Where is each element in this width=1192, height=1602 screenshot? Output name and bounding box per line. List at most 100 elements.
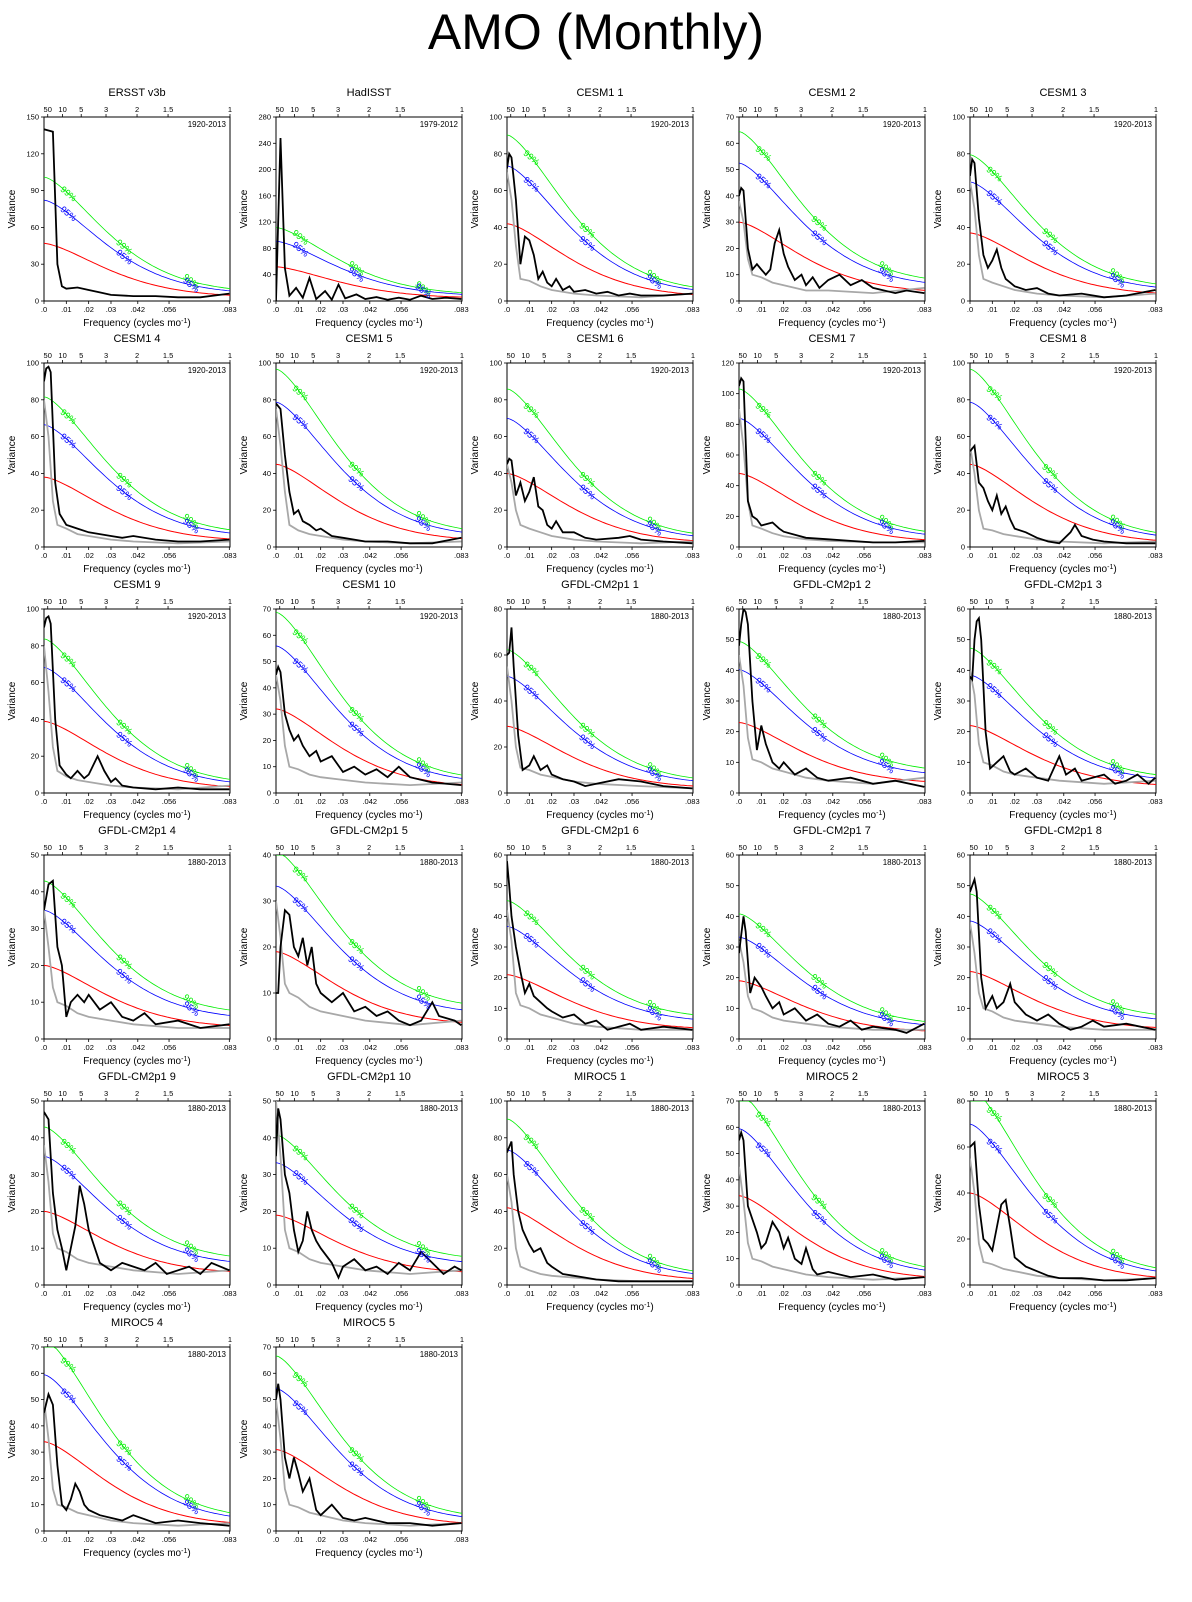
- x-axis-label: Frequency (cycles mo-1): [83, 1302, 190, 1314]
- spectrum-line: [507, 627, 693, 790]
- significance-99-curve: [507, 900, 693, 1015]
- y-tick-label: 80: [957, 1097, 965, 1106]
- y-tick-label: 20: [726, 973, 734, 982]
- x-tick-label: .0: [967, 1043, 973, 1052]
- panel-title: CESM1 1: [576, 87, 623, 99]
- panel-title: GFDL-CM2p1 10: [327, 1071, 411, 1083]
- x-axis-label-end: ): [187, 1302, 190, 1313]
- significance-95-curve: [276, 1162, 462, 1263]
- y-tick-label: 50: [263, 1097, 271, 1106]
- spectrum-panel: MIROC5 5 1880-2013 0 10 20 30 40 50 60 70 Variance…: [232, 1314, 470, 1566]
- red-noise-curve: [970, 725, 1156, 785]
- period-label: 1880-2013: [188, 1350, 227, 1359]
- series-group: 99%95%99%95%99%95%: [970, 876, 1156, 1031]
- label-99: 99%: [114, 1438, 134, 1457]
- period-tick-label: 2: [830, 1089, 834, 1098]
- label-99: 99%: [1040, 1191, 1060, 1210]
- period-tick-label: 50: [507, 843, 515, 852]
- x-tick-label: .03: [106, 1535, 116, 1544]
- period-tick-label: 1: [460, 843, 464, 852]
- x-tick-label: .056: [857, 1043, 872, 1052]
- y-tick-label: 40: [31, 715, 39, 724]
- y-tick-label: 40: [957, 1189, 965, 1198]
- label-99: 99%: [984, 164, 1004, 183]
- period-tick-label: 3: [336, 1089, 340, 1098]
- spectrum-line: [507, 861, 693, 1031]
- y-tick-label: 0: [267, 789, 271, 798]
- x-tick-label: .03: [338, 1043, 348, 1052]
- spectrum-line: [507, 1141, 693, 1283]
- spectrum-line: [44, 365, 230, 543]
- x-tick-label: .01: [987, 1289, 997, 1298]
- x-tick-label: .083: [222, 305, 237, 314]
- y-tick-label: 0: [35, 543, 39, 552]
- panel-svg: CESM1 3 1920-2013 0 20 40 60 80 100 Variance .0 .0…: [933, 87, 1163, 329]
- significance-99-curve: [970, 154, 1156, 285]
- x-tick-label: .083: [685, 551, 700, 560]
- spectrum-line: [739, 1129, 925, 1281]
- period-label: 1880-2013: [1114, 1104, 1153, 1113]
- panel-title: CESM1 9: [113, 579, 160, 591]
- y-tick-label: 0: [498, 297, 502, 306]
- period-tick-label: 1.5: [395, 351, 405, 360]
- period-tick-label: 5: [1005, 1089, 1009, 1098]
- label-95: 95%: [114, 1213, 134, 1232]
- x-axis-label: Frequency (cycles mo-1): [546, 1302, 653, 1314]
- label-95: 95%: [753, 171, 773, 190]
- x-tick-label: .056: [162, 1289, 177, 1298]
- panel-title: CESM1 6: [576, 333, 623, 345]
- label-95: 95%: [58, 1386, 78, 1405]
- x-tick-label: .083: [454, 1535, 469, 1544]
- period-tick-label: 1.5: [395, 105, 405, 114]
- significance-99-curve: [739, 913, 925, 1022]
- period-tick-label: 50: [970, 351, 978, 360]
- panel-title: GFDL-CM2p1 9: [98, 1071, 176, 1083]
- x-tick-label: .042: [1056, 1043, 1071, 1052]
- label-99: 99%: [290, 627, 310, 646]
- period-tick-label: 10: [58, 105, 66, 114]
- label-95: 95%: [346, 1215, 366, 1234]
- y-tick-label: 100: [721, 389, 734, 398]
- label-99: 99%: [346, 937, 366, 956]
- x-tick-label: .042: [593, 1043, 608, 1052]
- significance-95-curve: [44, 667, 230, 783]
- x-tick-label: .02: [778, 551, 788, 560]
- y-tick-label: 20: [31, 1474, 39, 1483]
- period-tick-label: 50: [507, 105, 515, 114]
- y-tick-label: 60: [31, 432, 39, 441]
- x-tick-label: .0: [41, 797, 47, 806]
- x-axis-label: Frequency (cycles mo-1): [546, 810, 653, 822]
- reference-spectrum: [276, 1101, 462, 1275]
- y-tick-label: 30: [31, 260, 39, 269]
- plot-frame: [738, 362, 926, 548]
- period-tick-label: 5: [542, 105, 546, 114]
- y-tick-label: 10: [31, 998, 39, 1007]
- period-tick-label: 50: [970, 597, 978, 606]
- x-tick-label: .03: [338, 1535, 348, 1544]
- x-axis-label-sup: -1: [181, 564, 187, 571]
- x-axis-label: Frequency (cycles mo-1): [546, 564, 653, 576]
- significance-99-curve: [276, 1134, 462, 1257]
- y-tick-label: 30: [263, 897, 271, 906]
- y-tick-label: 0: [498, 1035, 502, 1044]
- x-tick-label: .0: [504, 551, 510, 560]
- period-tick-label: 2: [135, 1089, 139, 1098]
- y-tick-label: 200: [258, 165, 271, 174]
- period-tick-label: 50: [276, 351, 284, 360]
- red-noise-curve: [276, 708, 462, 786]
- significance-99-curve: [276, 227, 462, 294]
- x-axis-label-sup: -1: [1107, 318, 1113, 325]
- x-tick-label: .0: [273, 1043, 279, 1052]
- period-label: 1920-2013: [1114, 366, 1153, 375]
- x-tick-label: .083: [917, 1043, 932, 1052]
- red-noise-curve: [44, 720, 230, 788]
- period-tick-label: 10: [753, 105, 761, 114]
- period-tick-label: 2: [1061, 351, 1065, 360]
- y-tick-label: 60: [263, 432, 271, 441]
- x-tick-label: .042: [362, 1043, 377, 1052]
- period-tick-label: 2: [367, 597, 371, 606]
- x-tick-label: .02: [83, 1043, 93, 1052]
- panel-svg: GFDL-CM2p1 2 1880-2013 0 10 20 30 40 50 60 Varian…: [702, 579, 932, 821]
- x-tick-label: .042: [362, 1535, 377, 1544]
- spectrum-panel: CESM1 2 1920-2013 0 10 20 30 40 50 60 70 Variance.…: [695, 84, 933, 336]
